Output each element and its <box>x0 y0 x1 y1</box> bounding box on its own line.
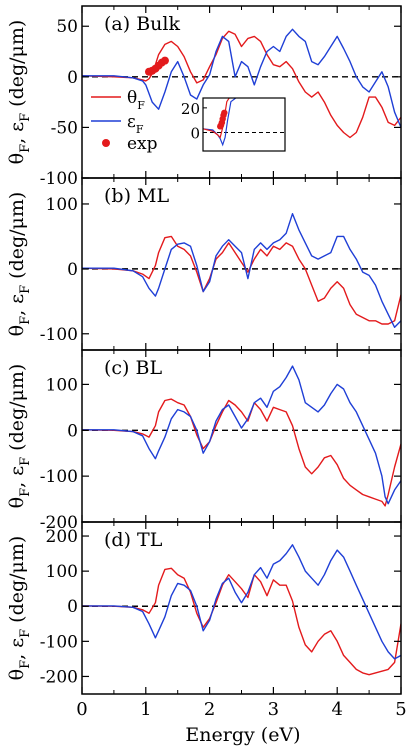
y-tick-label: 100 <box>46 562 78 582</box>
panel-label: (a) Bulk <box>104 13 180 35</box>
x-tick-label: 3 <box>268 699 279 720</box>
y-tick-label: -100 <box>40 169 78 189</box>
series-epsilon <box>82 365 401 505</box>
x-tick-label: 5 <box>395 699 406 720</box>
panel-label: (b) ML <box>104 185 169 207</box>
panel-2: -200 -100 0 100 (c) BL θF, εF (deg/μm) <box>6 349 402 533</box>
y-tick-label: -100 <box>40 325 78 345</box>
legend-entry: εF <box>127 112 144 136</box>
y-tick-label: -200 <box>40 513 78 533</box>
inset-series-theta <box>203 98 230 139</box>
y-axis-label: θF, εF (deg/μm) <box>6 192 33 337</box>
plot-area <box>82 213 401 328</box>
inset-y-tick-label: 20 <box>181 100 200 118</box>
panel-label: (d) TL <box>104 529 163 551</box>
plot-area <box>82 544 401 676</box>
legend-swatch <box>102 139 110 147</box>
y-tick-label: -50 <box>51 118 78 138</box>
y-tick-label: 0 <box>67 421 78 441</box>
y-tick-label: -100 <box>40 467 78 487</box>
series-theta <box>82 398 401 507</box>
inset-series-epsilon <box>203 98 237 147</box>
y-tick-label: 100 <box>46 195 78 215</box>
panel-label: (c) BL <box>104 357 162 379</box>
y-tick-label: 100 <box>46 375 78 395</box>
plot-area <box>82 28 401 139</box>
y-axis-label: θF, εF (deg/μm) <box>6 364 33 509</box>
panel-1: -100 0 100 (b) ML θF, εF (deg/μm) <box>6 177 402 351</box>
series-theta <box>82 30 401 139</box>
x-tick-label: 2 <box>204 699 215 720</box>
inset-frame <box>202 97 286 152</box>
series-epsilon <box>82 28 401 128</box>
inset-background <box>203 98 285 151</box>
y-axis-label: θF, εF (deg/μm) <box>6 536 33 681</box>
y-tick-label: 50 <box>56 17 78 37</box>
x-axis-label: Energy (eV) <box>185 724 300 746</box>
series-theta <box>82 567 401 676</box>
series-theta <box>82 235 401 325</box>
y-tick-label: -200 <box>40 667 78 687</box>
legend-entry: exp <box>127 134 158 154</box>
inset-plot <box>203 98 237 147</box>
legend-entry: θF <box>127 88 145 112</box>
exp-point <box>160 56 169 65</box>
series-epsilon <box>82 544 401 660</box>
panel-0: -100 -50 0 50 (a) Bulk θF, εF (deg/μm) θFεFexp… <box>6 5 402 189</box>
inset-exp-point <box>221 109 228 116</box>
y-axis-label: θF, εF (deg/μm) <box>6 20 33 165</box>
x-tick-label: 1 <box>140 699 151 720</box>
y-tick-label: 200 <box>46 527 78 547</box>
inset: 020 <box>181 97 286 152</box>
plot-area <box>82 365 401 507</box>
y-tick-label: 0 <box>67 68 78 88</box>
x-tick-label: 0 <box>76 699 87 720</box>
y-tick-label: -100 <box>40 632 78 652</box>
series-epsilon <box>82 213 401 328</box>
y-tick-label: 0 <box>67 597 78 617</box>
y-tick-label: 0 <box>67 260 78 280</box>
panel-3: 0 1 2 3 4 5 -200 -100 0 100 200 (d) TL θF, εF (deg/μ… <box>6 521 407 720</box>
x-tick-label: 4 <box>331 699 342 720</box>
inset-y-tick-label: 0 <box>190 125 200 143</box>
